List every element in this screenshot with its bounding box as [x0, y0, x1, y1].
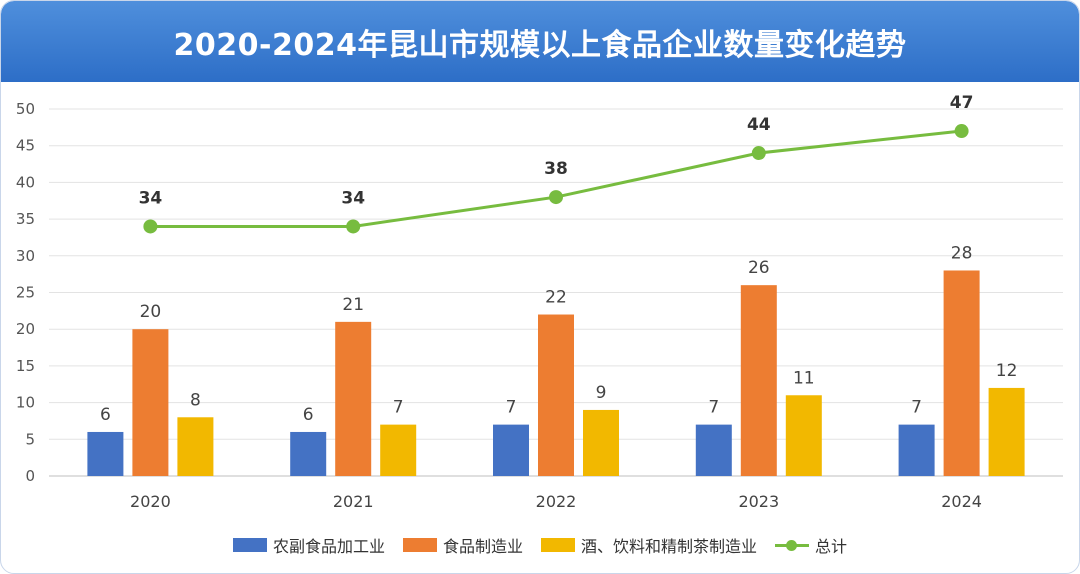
x-tick-label: 2022: [536, 492, 577, 511]
total-point: [346, 219, 361, 234]
y-tick-label: 20: [16, 320, 35, 338]
legend-item-food: 食品制造业: [402, 533, 523, 557]
bar-data-label: 8: [190, 390, 201, 410]
bar: [740, 285, 777, 476]
bar: [785, 395, 822, 476]
total-data-label: 47: [950, 93, 974, 113]
bar: [132, 329, 169, 476]
bar: [695, 424, 732, 476]
legend-label-agri: 农副食品加工业: [272, 537, 385, 556]
bar-data-label: 20: [140, 302, 162, 322]
total-point: [751, 146, 766, 161]
legend-label-total: 总计: [815, 537, 848, 556]
bar: [290, 431, 327, 476]
bar-data-label: 7: [708, 398, 719, 418]
x-tick-label: 2020: [130, 492, 171, 511]
legend-swatch-total: [775, 538, 810, 552]
y-tick-label: 50: [16, 100, 35, 118]
legend: 农副食品加工业 食品制造业 酒、饮料和精制茶制造业 总计: [1, 531, 1079, 559]
y-tick-label: 5: [25, 430, 35, 448]
y-tick-label: 15: [16, 357, 35, 375]
total-point: [143, 219, 158, 234]
y-tick-label: 0: [25, 467, 35, 485]
bar: [943, 270, 980, 476]
bar-data-label: 7: [911, 398, 922, 418]
bar-data-label: 28: [951, 243, 973, 263]
total-data-label: 38: [544, 159, 568, 179]
bar-data-label: 9: [596, 383, 607, 403]
y-tick-label: 40: [16, 173, 35, 191]
y-tick-label: 35: [16, 210, 35, 228]
legend-item-beverage: 酒、饮料和精制茶制造业: [541, 533, 757, 557]
total-data-label: 44: [747, 115, 771, 135]
bar: [380, 424, 417, 476]
bar-data-label: 21: [342, 295, 364, 315]
bar-data-label: 7: [506, 398, 517, 418]
bar-data-label: 6: [303, 405, 314, 425]
legend-item-total: 总计: [775, 533, 847, 557]
bar: [335, 321, 372, 476]
y-tick-label: 30: [16, 247, 35, 265]
bar-data-label: 7: [393, 398, 404, 418]
total-point: [954, 124, 969, 139]
bar-data-label: 26: [748, 258, 770, 278]
title-bar: 2020-2024年昆山市规模以上食品企业数量变化趋势: [1, 1, 1079, 82]
x-tick-label: 2023: [738, 492, 779, 511]
bar-data-label: 11: [793, 368, 815, 388]
x-tick-label: 2021: [333, 492, 374, 511]
chart-title: 2020-2024年昆山市规模以上食品企业数量变化趋势: [173, 27, 907, 63]
bar: [988, 387, 1025, 476]
bar: [583, 409, 619, 476]
bar-data-label: 6: [100, 405, 111, 425]
legend-label-food: 食品制造业: [442, 537, 523, 556]
legend-label-beverage: 酒、饮料和精制茶制造业: [581, 537, 758, 556]
legend-swatch-agri: [232, 538, 267, 552]
legend-item-agri: 农副食品加工业: [232, 533, 385, 557]
legend-swatch-beverage: [541, 538, 575, 552]
bar: [898, 424, 935, 476]
y-tick-label: 10: [16, 394, 35, 412]
x-tick-label: 2024: [941, 492, 982, 511]
total-data-label: 34: [341, 188, 365, 208]
bar: [177, 417, 214, 476]
bar-data-label: 22: [545, 288, 567, 308]
y-tick-label: 25: [16, 284, 35, 302]
total-data-label: 34: [139, 188, 163, 208]
bar: [538, 314, 574, 476]
bar: [87, 431, 124, 476]
bar: [493, 424, 529, 476]
total-point: [549, 190, 563, 205]
legend-swatch-food: [402, 538, 437, 552]
y-tick-label: 45: [16, 137, 35, 155]
bar-data-label: 12: [996, 361, 1018, 381]
